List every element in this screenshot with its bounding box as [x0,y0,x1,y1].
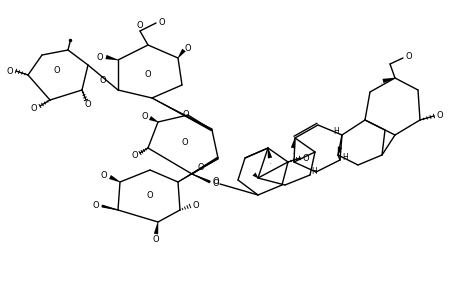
Text: O: O [7,67,13,76]
Text: O: O [136,20,143,29]
Text: O: O [145,70,151,79]
Text: ·: · [269,161,270,166]
Polygon shape [177,49,185,58]
Polygon shape [153,222,158,234]
Text: O: O [182,110,189,118]
Text: O: O [92,202,99,211]
Polygon shape [178,157,218,182]
Text: O: O [131,151,138,160]
Text: O: O [181,137,188,146]
Text: O: O [212,179,219,188]
Text: O: O [197,163,204,172]
Polygon shape [381,78,394,83]
Text: O: O [158,17,165,26]
Polygon shape [105,55,118,60]
Text: H: H [341,152,347,161]
Text: O: O [436,110,442,119]
Text: O: O [101,170,107,179]
Polygon shape [267,148,272,158]
Text: ·: · [379,82,381,86]
Polygon shape [149,116,158,122]
Polygon shape [252,172,257,178]
Polygon shape [191,174,210,183]
Text: O: O [100,76,106,85]
Polygon shape [290,138,295,148]
Polygon shape [151,98,212,131]
Text: ·: · [291,152,293,157]
Text: O: O [192,202,199,211]
Polygon shape [109,175,120,182]
Text: O: O [184,44,191,52]
Text: O: O [302,154,308,163]
Text: O: O [405,52,411,61]
Text: O: O [212,178,219,187]
Text: O: O [152,236,159,244]
Text: O: O [141,112,148,121]
Text: O: O [84,100,91,109]
Polygon shape [337,146,341,155]
Text: O: O [31,103,37,112]
Text: O: O [54,65,60,74]
Text: H: H [310,167,316,176]
Text: H: H [332,127,338,136]
Text: O: O [96,52,103,62]
Text: O: O [146,191,153,200]
Polygon shape [101,205,118,210]
